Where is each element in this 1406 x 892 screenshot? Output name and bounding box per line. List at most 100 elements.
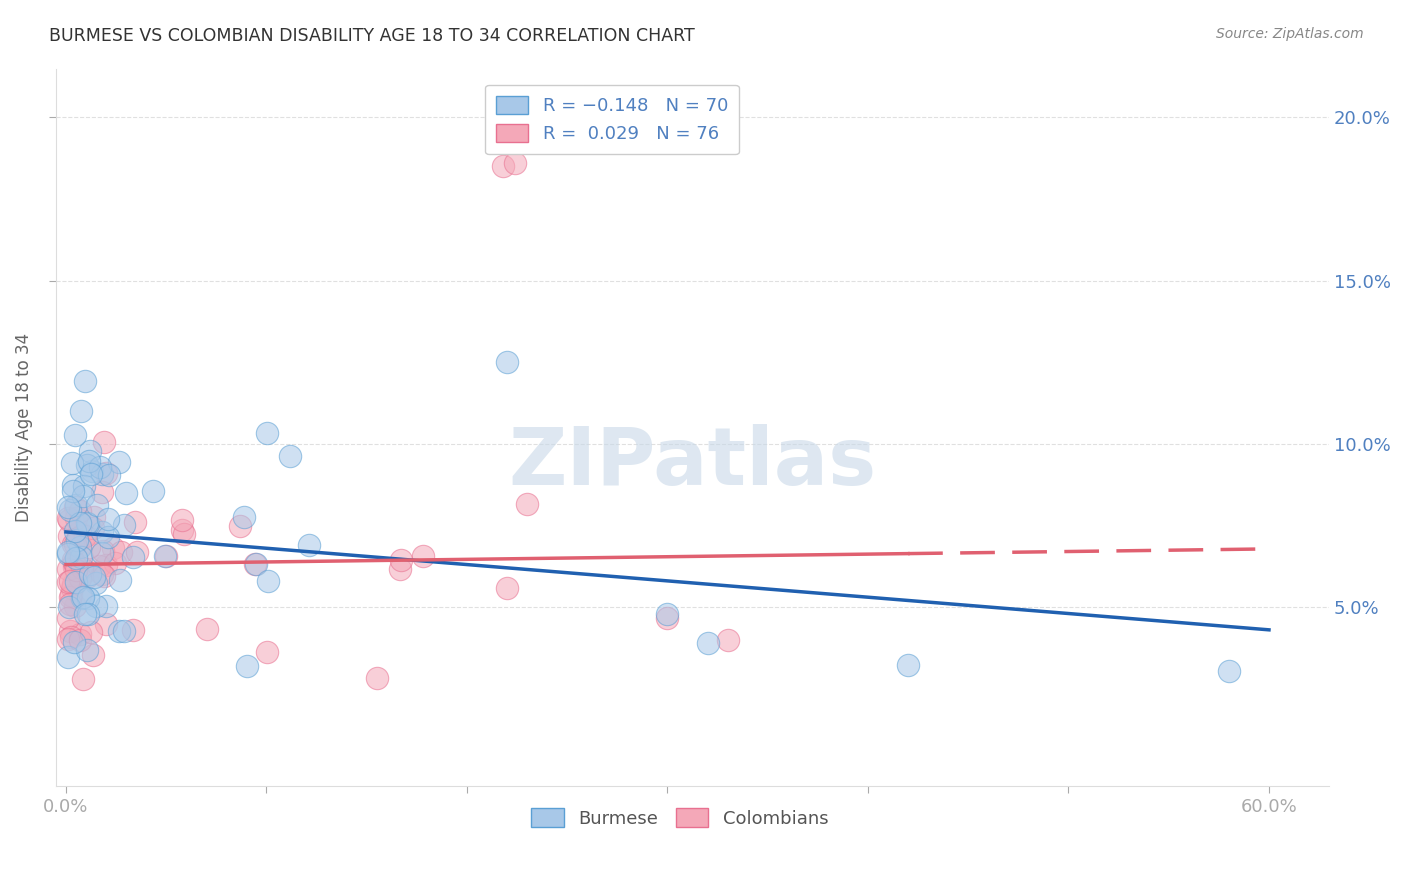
Point: [56, 632, 79, 646]
Point: [76, 643, 98, 657]
Point: [73, 479, 96, 493]
Point: [72, 590, 94, 604]
Point: [170, 523, 193, 537]
Text: ZIPatlas: ZIPatlas: [509, 425, 877, 502]
Point: [717, 632, 740, 647]
Point: [59, 624, 82, 639]
Point: [58, 529, 80, 543]
Point: [86, 576, 108, 591]
Point: [236, 658, 259, 673]
Point: [93, 569, 115, 583]
Point: [65, 574, 87, 589]
Point: [93, 434, 115, 449]
Point: [75, 374, 97, 388]
Point: [58, 574, 80, 589]
Text: Source: ZipAtlas.com: Source: ZipAtlas.com: [1216, 27, 1364, 41]
Point: [56, 575, 79, 590]
Point: [59, 597, 82, 611]
Text: BURMESE VS COLOMBIAN DISABILITY AGE 18 TO 34 CORRELATION CHART: BURMESE VS COLOMBIAN DISABILITY AGE 18 T…: [49, 27, 695, 45]
Point: [124, 516, 146, 530]
Point: [83, 570, 105, 584]
Point: [79, 443, 101, 458]
Point: [97, 512, 120, 526]
Point: [142, 484, 165, 499]
Point: [76, 516, 98, 531]
Point: [121, 623, 143, 637]
Y-axis label: Disability Age 18 to 34: Disability Age 18 to 34: [15, 333, 32, 522]
Point: [516, 497, 538, 511]
Point: [70, 403, 93, 417]
Point: [256, 426, 278, 441]
Point: [70, 549, 93, 564]
Point: [65, 537, 87, 551]
Point: [107, 455, 129, 469]
Point: [125, 545, 148, 559]
Point: [65, 563, 87, 577]
Point: [69, 588, 91, 602]
Point: [366, 671, 388, 685]
Point: [496, 355, 519, 369]
Point: [82, 648, 104, 663]
Point: [63, 556, 86, 570]
Point: [155, 549, 177, 563]
Point: [115, 486, 138, 500]
Point: [91, 525, 114, 540]
Point: [80, 467, 103, 482]
Point: [298, 538, 321, 552]
Point: [229, 519, 252, 533]
Point: [389, 553, 412, 567]
Point: [257, 574, 280, 588]
Point: [110, 544, 132, 558]
Point: [87, 559, 110, 574]
Point: [94, 558, 117, 572]
Point: [97, 467, 120, 482]
Point: [59, 591, 82, 605]
Point: [94, 616, 117, 631]
Point: [59, 503, 82, 517]
Point: [69, 633, 91, 648]
Point: [90, 467, 112, 481]
Point: [82, 521, 104, 535]
Point: [112, 624, 135, 638]
Point: [79, 454, 101, 468]
Point: [60, 589, 83, 603]
Point: [76, 458, 98, 473]
Point: [89, 460, 111, 475]
Point: [62, 478, 84, 492]
Point: [63, 500, 86, 514]
Point: [65, 524, 87, 538]
Point: [75, 529, 97, 543]
Point: [91, 544, 114, 558]
Point: [60, 582, 83, 596]
Point: [62, 553, 84, 567]
Point: [56, 500, 79, 514]
Point: [112, 518, 135, 533]
Point: [172, 513, 194, 527]
Point: [108, 624, 131, 638]
Point: [69, 626, 91, 640]
Point: [58, 511, 80, 525]
Point: [94, 599, 117, 613]
Point: [1218, 664, 1240, 678]
Point: [65, 533, 87, 548]
Point: [91, 485, 114, 500]
Point: [492, 160, 515, 174]
Point: [69, 537, 91, 551]
Point: [59, 630, 82, 644]
Point: [503, 156, 526, 170]
Point: [278, 449, 301, 463]
Point: [657, 611, 679, 625]
Point: [84, 599, 107, 613]
Legend: Burmese, Colombians: Burmese, Colombians: [524, 801, 835, 835]
Point: [72, 489, 94, 503]
Point: [60, 456, 83, 470]
Point: [412, 549, 434, 563]
Point: [77, 607, 100, 621]
Point: [73, 528, 96, 542]
Point: [76, 516, 98, 530]
Point: [66, 525, 89, 540]
Point: [245, 557, 267, 571]
Point: [80, 464, 103, 478]
Point: [69, 516, 91, 530]
Point: [72, 591, 94, 605]
